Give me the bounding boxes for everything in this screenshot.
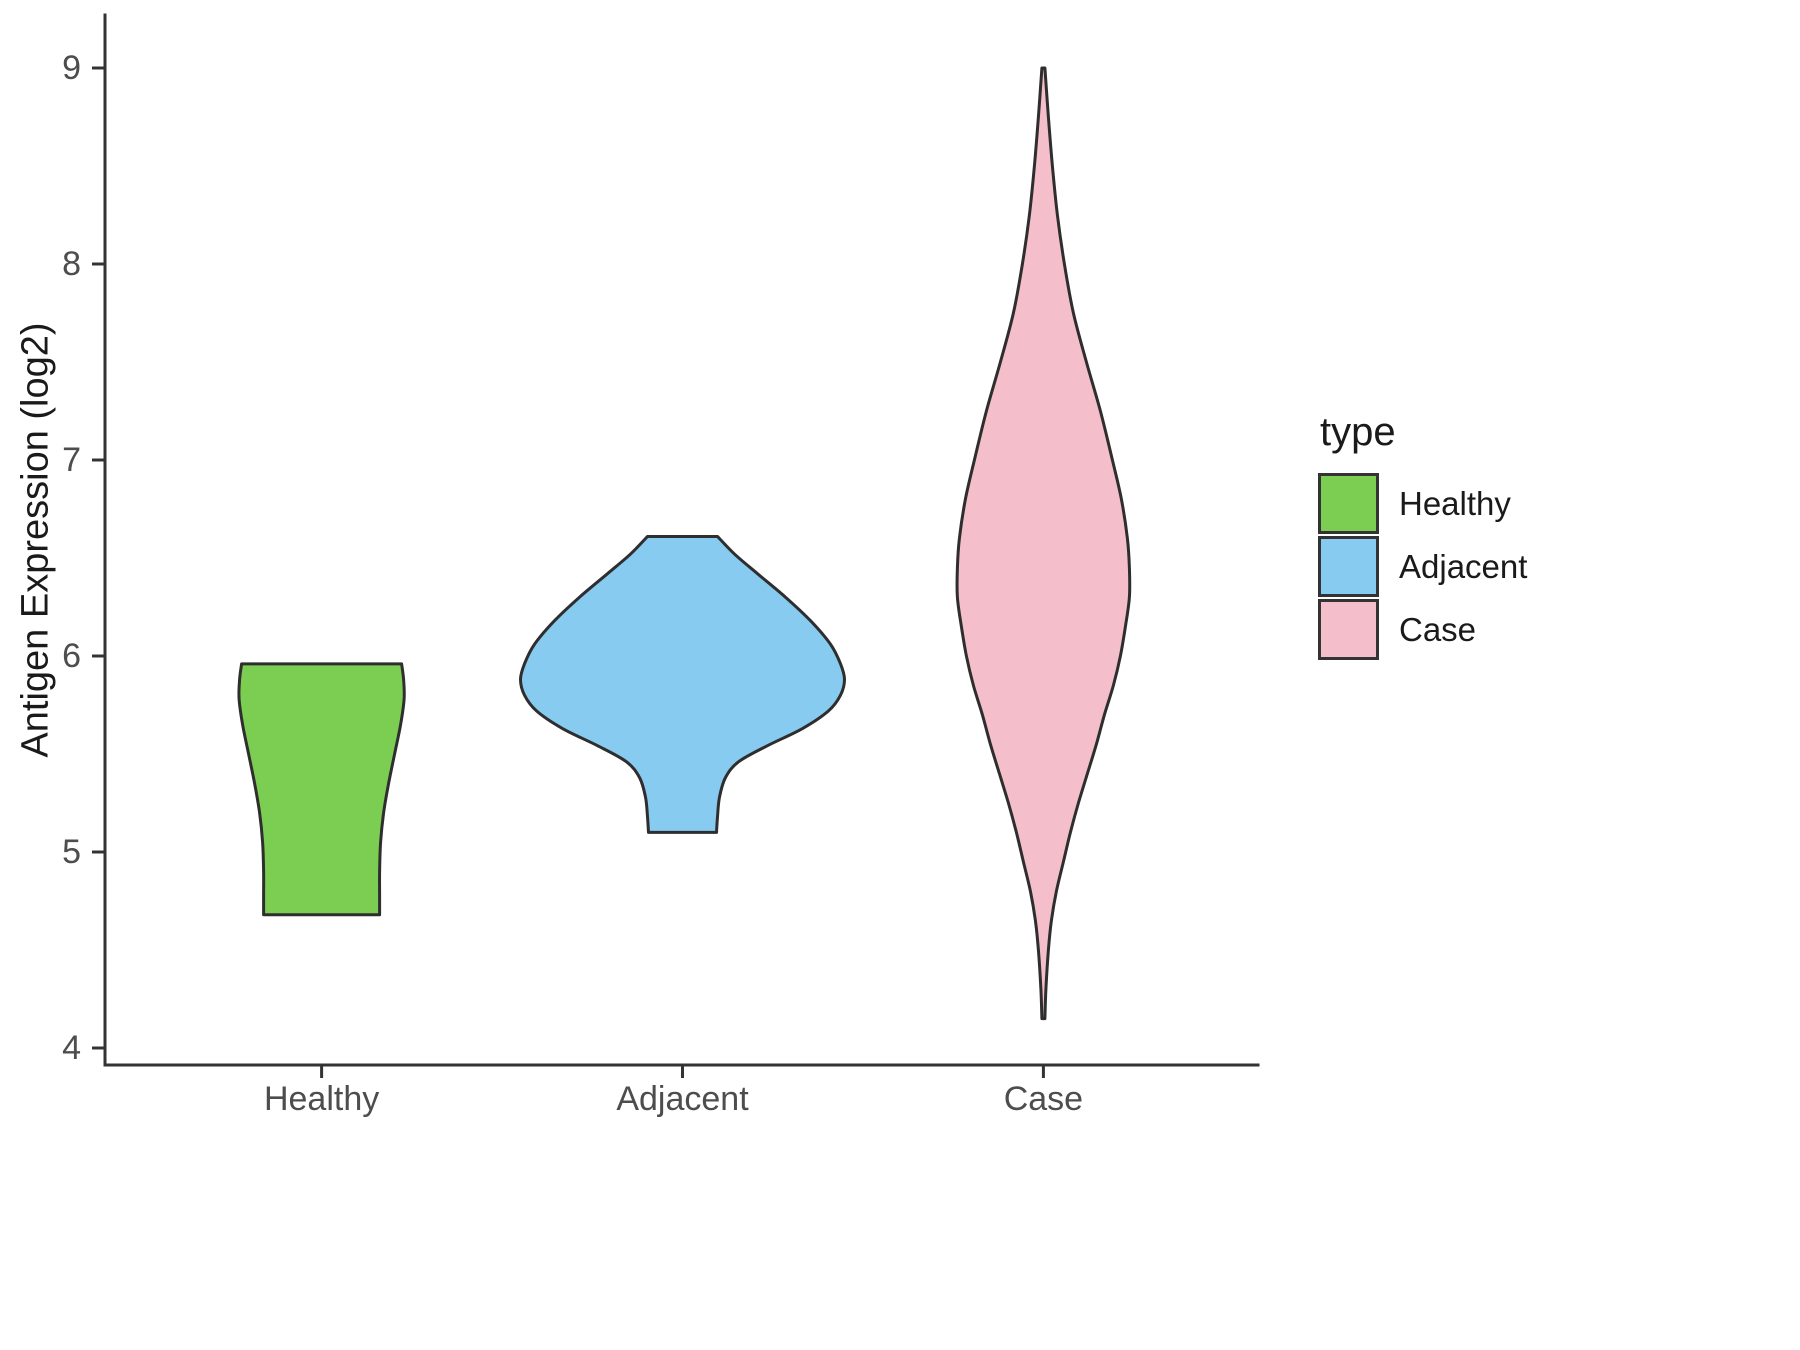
legend-swatch-adjacent: [1318, 536, 1379, 597]
legend-swatch-case: [1318, 599, 1379, 660]
legend-title: type: [1320, 410, 1396, 454]
legend-label-case: Case: [1399, 610, 1477, 648]
y-tick-label: 8: [62, 245, 81, 283]
legend-label-healthy: Healthy: [1399, 484, 1511, 522]
y-axis-title: Antigen Expression (log2): [14, 322, 57, 758]
legend: type Healthy Adjacent Case: [1318, 410, 1527, 662]
legend-label-adjacent: Adjacent: [1399, 547, 1528, 585]
y-tick-label: 9: [62, 49, 81, 87]
legend-swatch-healthy: [1318, 473, 1379, 534]
violin-case: [955, 66, 1132, 1021]
legend-entry-adjacent: Adjacent: [1318, 536, 1527, 597]
y-tick-label: 4: [62, 1029, 81, 1067]
x-tick-label: Case: [1004, 1080, 1083, 1118]
violin-adjacent: [519, 534, 846, 834]
legend-entry-case: Case: [1318, 599, 1527, 660]
x-tick-label: Healthy: [264, 1080, 379, 1118]
legend-entry-healthy: Healthy: [1318, 473, 1527, 534]
y-tick-label: 7: [62, 441, 81, 479]
y-tick-label: 5: [62, 833, 81, 871]
violin-healthy: [237, 662, 406, 917]
y-tick-label: 6: [62, 637, 81, 675]
x-tick-label: Adjacent: [616, 1080, 749, 1118]
